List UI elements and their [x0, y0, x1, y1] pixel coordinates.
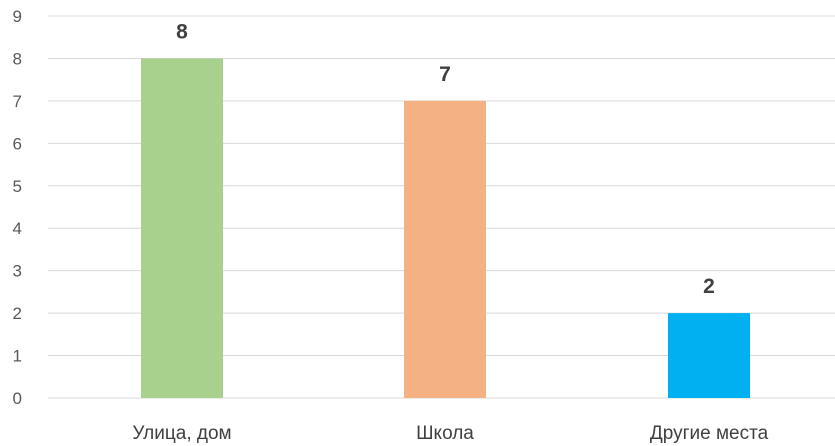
y-axis-tick-labels: 0 1 2 3 4 5 6 7 8 9 [13, 7, 22, 408]
y-tick-label: 8 [13, 49, 22, 68]
y-tick-label: 2 [13, 304, 22, 323]
data-label-1: 8 [176, 20, 188, 43]
bars [141, 58, 750, 398]
y-tick-label: 7 [13, 92, 22, 111]
data-label-2: 7 [439, 63, 451, 86]
y-tick-label: 3 [13, 262, 22, 281]
y-tick-label: 6 [13, 134, 22, 153]
x-axis-category-labels: Улица, дом Школа Другие места [132, 423, 768, 444]
y-tick-label: 5 [13, 177, 22, 196]
y-tick-label: 4 [13, 219, 22, 238]
bar-2 [404, 100, 486, 398]
x-category-label-3: Другие места [650, 423, 769, 444]
y-tick-label: 9 [13, 7, 22, 26]
y-tick-label: 0 [13, 389, 22, 408]
data-labels: 8 7 2 [176, 20, 715, 298]
x-category-label-2: Школа [416, 423, 474, 444]
data-label-3: 2 [703, 275, 715, 298]
bar-3 [668, 313, 750, 398]
y-tick-label: 1 [13, 347, 22, 366]
bar-1 [141, 58, 223, 398]
x-category-label-1: Улица, дом [132, 423, 231, 444]
